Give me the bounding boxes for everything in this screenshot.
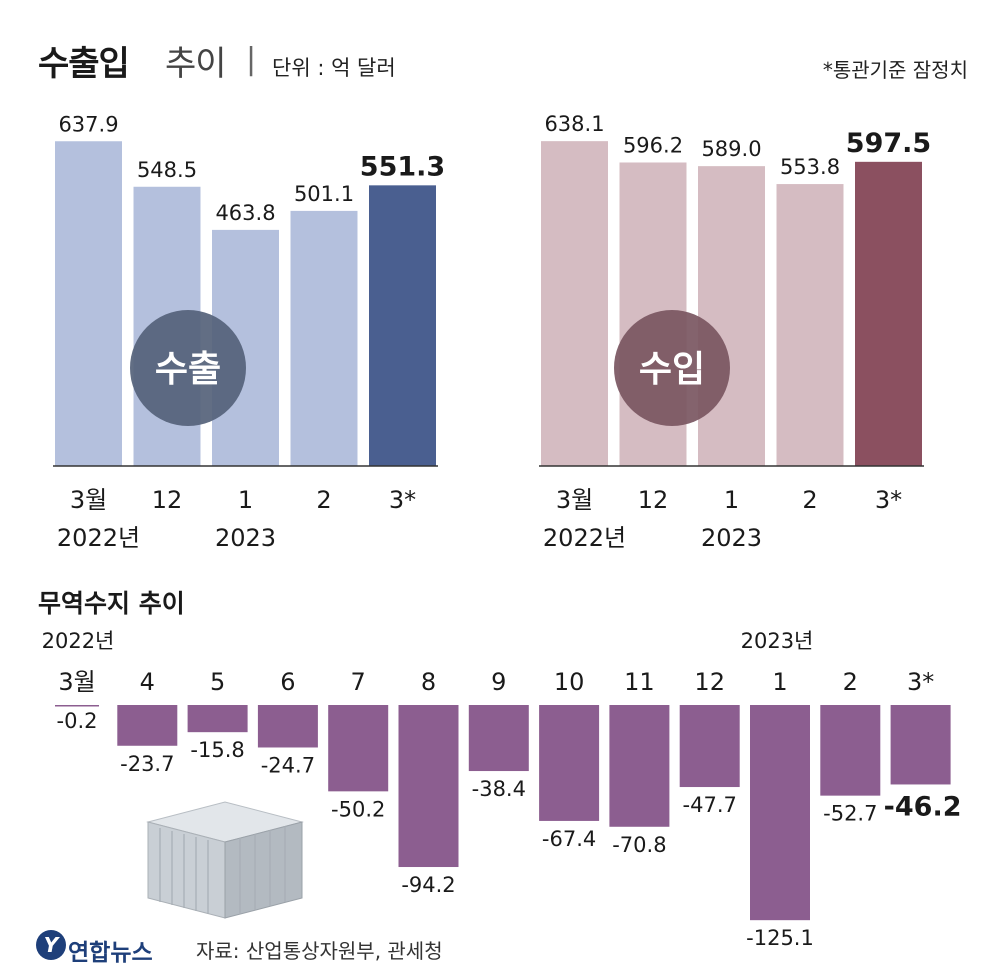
balance-value-label-11: -52.7 [823,802,877,826]
balance-bar-12 [890,705,951,785]
import-bar-2 [698,166,765,467]
import-value-label-2: 589.0 [701,137,761,161]
container-illustration [146,801,304,919]
title-separator: | [246,42,257,77]
export-tick-1: 12 [152,486,183,514]
balance-tick-0: 3월 [58,668,95,696]
balance-tick-12: 3* [907,668,934,696]
import-tick-2: 1 [724,486,739,514]
export-bar-0 [55,141,122,466]
balance-tick-11: 2 [843,668,858,696]
export-value-label-1: 548.5 [137,158,197,182]
balance-tick-8: 11 [624,668,655,696]
balance-bar-8 [609,705,670,827]
balance-bar-0 [55,705,99,707]
export-tick-2: 1 [238,486,253,514]
import-bar-3 [776,184,844,466]
trade-balance-title: 무역수지 추이 [38,589,185,618]
import-badge-label: 수입 [639,349,705,390]
yonhap-logo-text: 연합뉴스 [68,940,153,966]
trade-balance-chart: 3월 -0.2 4 -23.7 5 -15.8 6 -24.7 7 -50.2 8 -94.2 9 -38… [42,629,962,950]
export-value-label-0: 637.9 [58,112,118,136]
balance-bar-11 [820,705,881,796]
balance-value-label-2: -15.8 [190,738,244,762]
import-tick-3: 2 [802,486,817,514]
export-year-2022: 2022년 [57,524,140,552]
export-badge-circle [130,310,246,426]
balance-value-label-5: -94.2 [401,873,455,897]
balance-value-label-8: -70.8 [612,833,666,857]
page-title: 수출입 [38,44,130,84]
export-tick-0: 3월 [70,486,107,514]
balance-tick-1: 4 [140,668,155,696]
unit-label: 단위 : 억 달러 [272,56,396,80]
balance-tick-9: 12 [694,668,725,696]
export-year-2023: 2023 [215,524,276,552]
import-year-2022: 2022년 [543,524,626,552]
import-value-label-3: 553.8 [780,155,840,179]
balance-value-label-4: -50.2 [331,797,385,821]
balance-tick-5: 8 [421,668,436,696]
balance-tick-4: 7 [351,668,366,696]
export-bar-3 [290,210,358,466]
export-chart: 637.9 3월 548.5 12 463.8 1 501.1 2 551.3 3* 2022년 20… [53,112,445,552]
import-chart: 638.1 3월 596.2 12 589.0 1 553.8 2 597.5 3* 2022년 20… [539,112,931,552]
import-badge-circle [614,310,730,426]
balance-value-label-9: -47.7 [683,793,737,817]
balance-bar-4 [328,705,389,792]
balance-bar-6 [468,705,529,772]
balance-value-label-10: -125.1 [746,926,814,950]
import-tick-4: 3* [875,486,902,514]
balance-year-2022: 2022년 [42,629,115,653]
balance-bar-1 [117,705,178,746]
balance-tick-2: 5 [210,668,225,696]
balance-tick-7: 10 [554,668,585,696]
balance-bar-10 [750,705,810,921]
balance-bar-2 [187,705,248,733]
import-value-label-1: 596.2 [623,133,683,157]
balance-bar-3 [257,705,318,748]
basis-note: *통관기준 잠정치 [822,58,968,82]
export-tick-3: 2 [316,486,331,514]
balance-value-label-7: -67.4 [542,827,596,851]
import-value-label-4: 597.5 [846,128,931,159]
export-value-label-2: 463.8 [215,201,275,225]
import-year-2023: 2023 [701,524,762,552]
balance-tick-6: 9 [491,668,506,696]
source-credit: 자료: 산업통상자원부, 관세청 [196,939,443,963]
balance-year-2023: 2023년 [741,629,814,653]
import-tick-1: 12 [638,486,669,514]
yonhap-logo-icon: Y [36,930,66,960]
export-value-label-4: 551.3 [360,151,445,182]
balance-value-label-0: -0.2 [57,709,98,733]
balance-bar-5 [398,705,459,868]
balance-value-label-1: -23.7 [120,752,174,776]
export-bar-4 [369,185,436,466]
balance-value-label-12: -46.2 [884,791,962,822]
balance-bar-7 [539,705,600,821]
export-value-label-3: 501.1 [294,182,354,206]
export-tick-4: 3* [389,486,416,514]
page-subtitle: 추이 [165,44,227,84]
balance-tick-10: 1 [772,668,787,696]
import-tick-0: 3월 [556,486,593,514]
balance-value-label-3: -24.7 [261,753,315,777]
import-bar-4 [855,161,922,466]
balance-value-label-6: -38.4 [472,777,526,801]
balance-tick-3: 6 [280,668,295,696]
balance-bar-9 [679,705,740,788]
export-badge-label: 수출 [155,349,221,390]
import-value-label-0: 638.1 [544,112,604,136]
import-bar-0 [541,141,608,466]
